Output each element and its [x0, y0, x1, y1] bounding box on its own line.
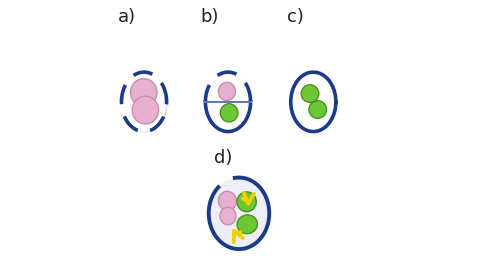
- Ellipse shape: [290, 72, 336, 131]
- Ellipse shape: [132, 96, 158, 124]
- Ellipse shape: [301, 85, 319, 102]
- Ellipse shape: [122, 73, 168, 133]
- Text: d): d): [214, 149, 232, 167]
- Ellipse shape: [220, 207, 236, 225]
- Ellipse shape: [206, 72, 250, 131]
- Ellipse shape: [206, 73, 252, 133]
- Ellipse shape: [218, 82, 236, 100]
- Ellipse shape: [210, 179, 270, 250]
- Ellipse shape: [292, 73, 337, 133]
- Ellipse shape: [122, 72, 166, 131]
- Ellipse shape: [220, 104, 238, 122]
- Text: c): c): [287, 8, 304, 26]
- Ellipse shape: [218, 191, 236, 210]
- Text: a): a): [118, 8, 136, 26]
- Ellipse shape: [208, 178, 270, 249]
- Text: b): b): [200, 8, 219, 26]
- Ellipse shape: [237, 215, 258, 234]
- Ellipse shape: [309, 101, 326, 118]
- Ellipse shape: [237, 192, 256, 212]
- Ellipse shape: [130, 79, 157, 106]
